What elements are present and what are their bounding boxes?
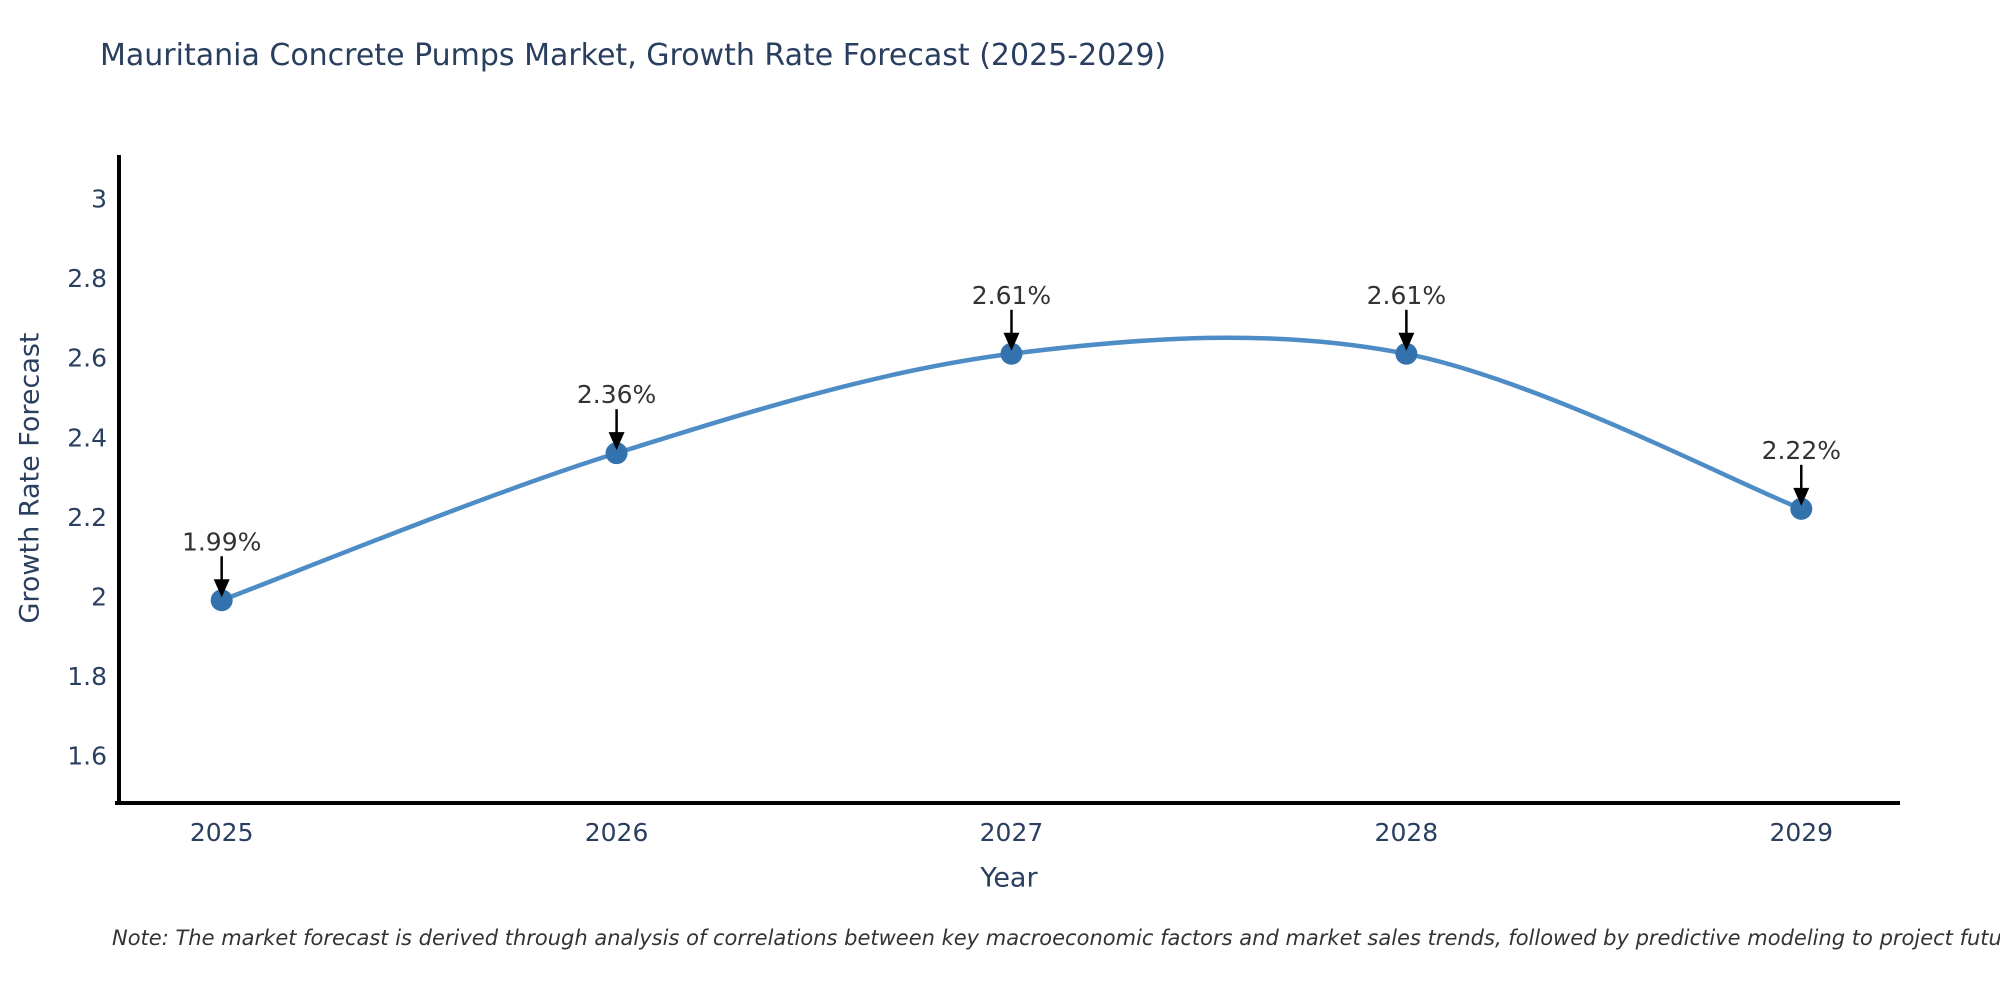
y-tick-label: 3 — [91, 185, 107, 214]
annotation-arrowhead-icon — [1003, 332, 1020, 351]
data-point-marker — [605, 442, 628, 465]
y-tick-label: 2.4 — [67, 423, 107, 452]
y-tick-label: 2.2 — [67, 503, 107, 532]
annotation-arrowhead-icon — [1398, 332, 1415, 351]
data-point-marker — [1790, 497, 1813, 520]
y-tick-label: 2.6 — [67, 344, 107, 373]
annotation-arrowhead-icon — [213, 579, 230, 598]
annotation-label: 1.99% — [182, 527, 261, 556]
y-axis-title: Growth Rate Forecast — [14, 332, 46, 624]
x-tick-label: 2029 — [1769, 818, 1833, 847]
y-tick-label: 1.8 — [67, 662, 107, 691]
data-point-marker — [1395, 342, 1418, 365]
data-point-marker — [210, 589, 233, 612]
y-tick-label: 1.6 — [67, 741, 107, 770]
annotation-label: 2.36% — [577, 380, 656, 409]
x-tick-label: 2028 — [1375, 818, 1439, 847]
x-tick-label: 2027 — [980, 818, 1044, 847]
series-line — [219, 335, 1804, 603]
footnote: Note: The market forecast is derived thr… — [112, 926, 2000, 950]
data-point-marker — [1000, 342, 1023, 365]
annotation-label: 2.61% — [1367, 281, 1446, 310]
annotation-arrowhead-icon — [608, 432, 625, 451]
y-tick-label: 2.8 — [67, 264, 107, 293]
chart-title: Mauritania Concrete Pumps Market, Growth… — [100, 38, 1167, 73]
annotation-label: 2.61% — [972, 281, 1051, 310]
annotation-arrowhead-icon — [1793, 487, 1810, 506]
y-tick-label: 2 — [91, 582, 107, 611]
annotation-label: 2.22% — [1762, 436, 1841, 465]
x-axis-title: Year — [980, 862, 1038, 894]
x-tick-label: 2026 — [585, 818, 649, 847]
x-tick-label: 2025 — [190, 818, 254, 847]
